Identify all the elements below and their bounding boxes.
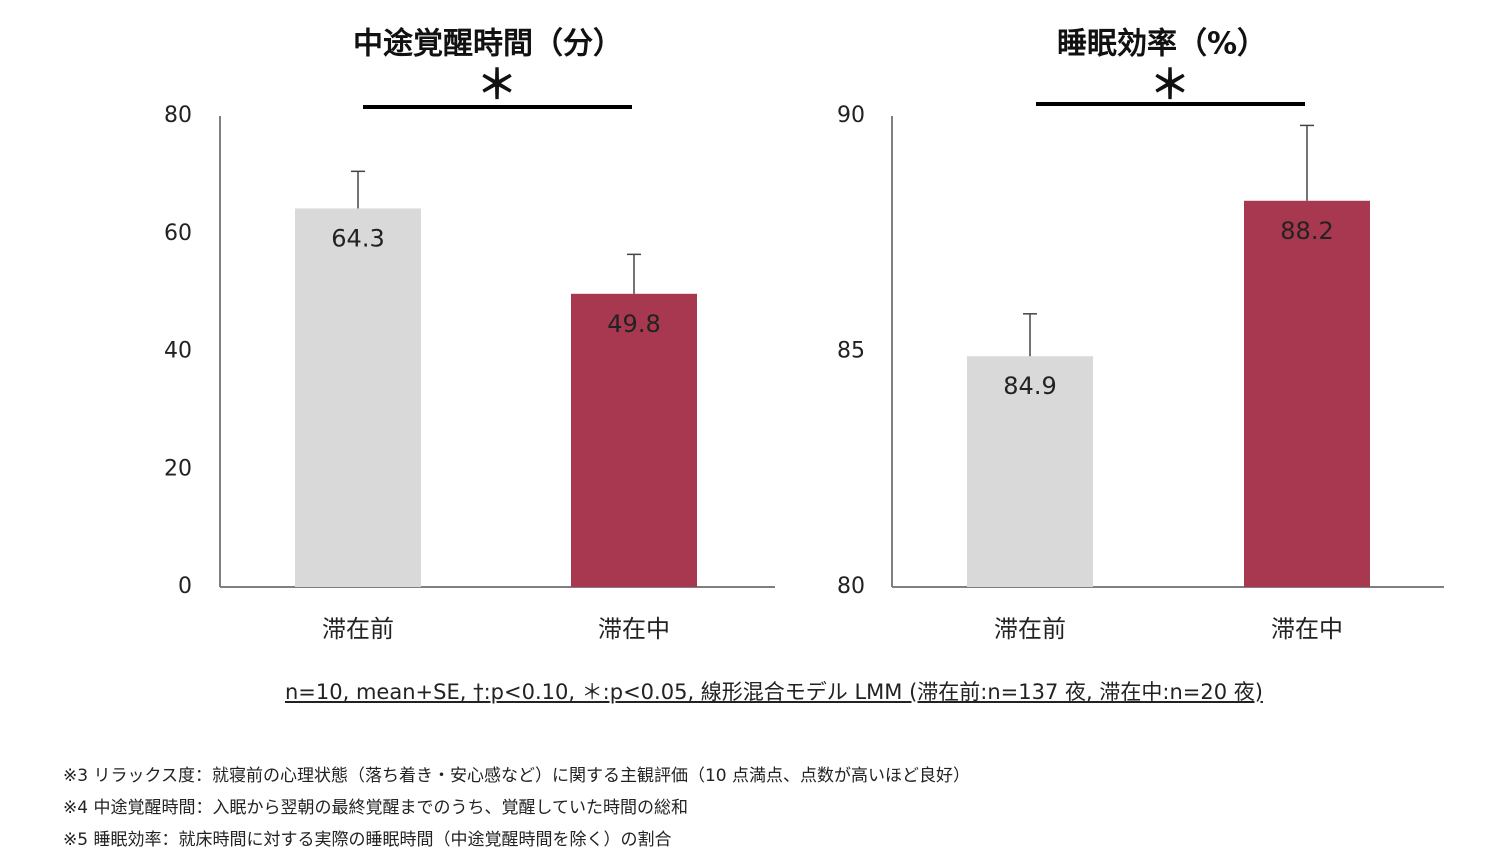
efficiency-y-tick-label: 85 (837, 339, 865, 364)
efficiency-bar-before (967, 356, 1093, 587)
footnote-waso: ※4 中途覚醒時間：入眠から翌朝の最終覚醒までのうち、覚醒していた時間の総和 (63, 798, 688, 818)
footnote-relax: ※3 リラックス度：就寝前の心理状態（落ち着き・安心感など）に関する主観評価（1… (63, 766, 970, 786)
efficiency-data-label: 88.2 (1280, 217, 1333, 245)
waso-category-label: 滞在中 (598, 615, 670, 643)
efficiency-category-label: 滞在前 (994, 615, 1066, 643)
waso-data-label: 49.8 (607, 310, 660, 338)
efficiency-y-tick-label: 90 (837, 103, 865, 128)
efficiency-significance-star: ＊ (1150, 62, 1190, 108)
waso-data-label: 64.3 (331, 224, 384, 252)
footnote-efficiency: ※5 睡眠効率：就床時間に対する実際の睡眠時間（中途覚醒時間を除く）の割合 (63, 830, 672, 850)
waso-y-tick-label: 80 (164, 103, 192, 128)
waso-y-tick-label: 0 (178, 574, 192, 599)
waso-y-tick-label: 40 (164, 339, 192, 364)
statistics-note: n=10, mean+SE, †:p<0.10, ＊:p<0.05, 線形混合モ… (285, 680, 1263, 704)
efficiency-bar-during (1244, 200, 1370, 587)
efficiency-data-label: 84.9 (1003, 372, 1056, 400)
efficiency-y-tick-label: 80 (837, 574, 865, 599)
waso-chart-title: 中途覚醒時間（分） (353, 27, 623, 62)
footnotes: ※3 リラックス度：就寝前の心理状態（落ち着き・安心感など）に関する主観評価（1… (63, 760, 970, 856)
waso-category-label: 滞在前 (322, 615, 394, 643)
waso-y-tick-label: 60 (164, 221, 192, 246)
waso-bar-during (571, 293, 697, 587)
waso-significance-star: ＊ (477, 62, 517, 108)
waso-bar-before (295, 208, 421, 587)
efficiency-chart-title: 睡眠効率（%） (1057, 27, 1267, 62)
charts-canvas: 中途覚醒時間（分）＊02040608064.3滞在前49.8滞在中睡眠効率（%）… (164, 27, 1444, 643)
waso-y-tick-label: 20 (164, 456, 192, 481)
efficiency-category-label: 滞在中 (1271, 615, 1343, 643)
